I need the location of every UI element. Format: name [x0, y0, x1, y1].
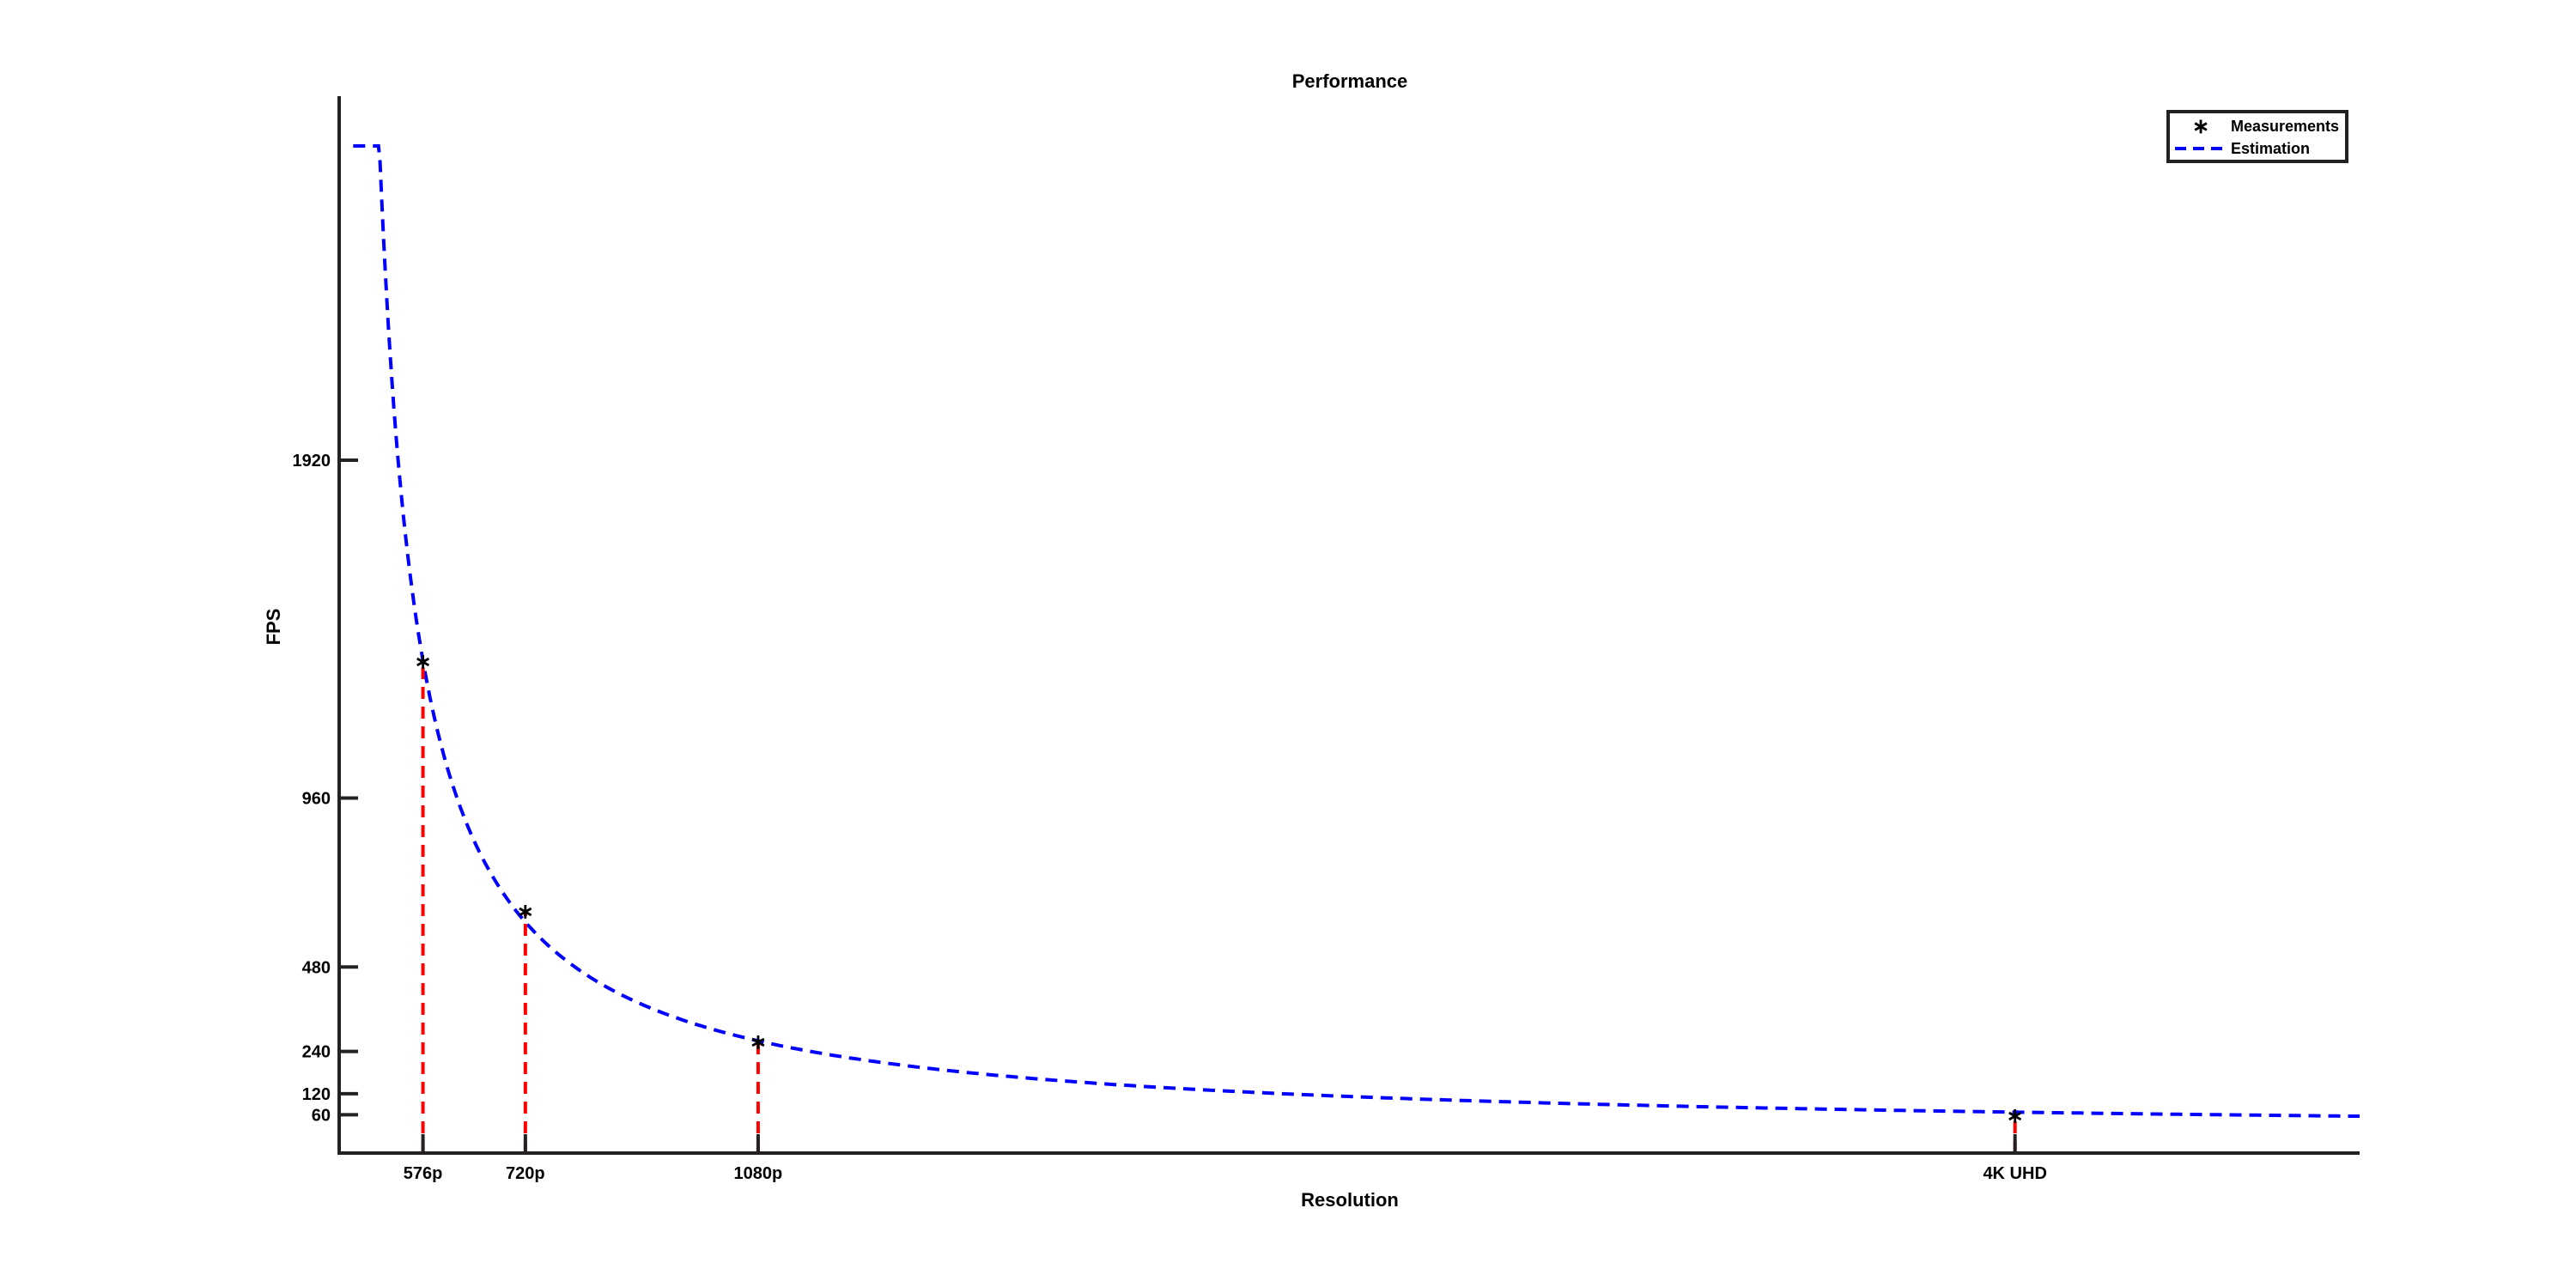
measurement-marker: ∗: [415, 651, 432, 674]
chart-title: Performance: [1292, 70, 1408, 92]
legend: ∗ Measurements Estimation: [2166, 110, 2348, 163]
y-tick-label: 480: [302, 958, 331, 977]
y-tick-label: 120: [302, 1085, 331, 1104]
measurement-marker: ∗: [517, 901, 534, 924]
x-tick-label: 576p: [404, 1164, 443, 1183]
legend-label-measurements: Measurements: [2231, 118, 2339, 135]
measurement-marker: ∗: [2007, 1104, 2024, 1127]
x-tick-label: 1080p: [734, 1164, 783, 1183]
x-tick-label: 720p: [506, 1164, 545, 1183]
y-tick-label: 960: [302, 790, 331, 809]
legend-label-estimation: Estimation: [2231, 140, 2310, 157]
axes: 60 120 240 480 960 1920 576p 720p 1080p 4K UHD: [293, 96, 2360, 1183]
y-tick-label: 60: [312, 1106, 331, 1125]
x-tick-label: 4K UHD: [1983, 1164, 2046, 1183]
measurement-marker: ∗: [750, 1030, 767, 1053]
legend-marker-measurements: ∗: [2192, 115, 2209, 138]
x-axis-label: Resolution: [1301, 1189, 1399, 1211]
plot-area: ∗ ∗ ∗ ∗: [353, 144, 2360, 1153]
estimation-line: [353, 144, 2360, 1118]
y-axis-label: FPS: [263, 609, 284, 646]
y-tick-label: 1920: [293, 452, 331, 471]
legend-box: [2166, 110, 2348, 163]
y-tick-label: 240: [302, 1043, 331, 1062]
